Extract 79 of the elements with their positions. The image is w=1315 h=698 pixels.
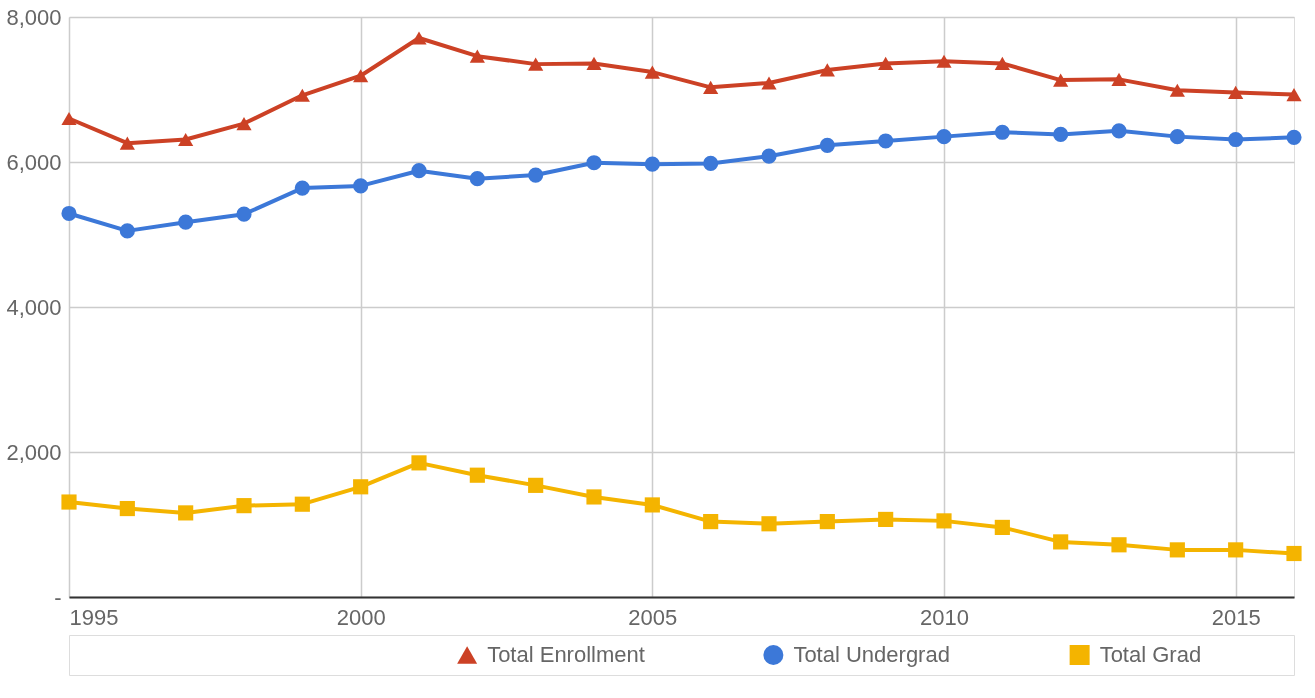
point	[1169, 129, 1185, 145]
point	[819, 137, 835, 153]
x-tick-label: 1995	[69, 604, 119, 630]
x-tick-label: 2000	[336, 604, 386, 630]
point	[469, 467, 485, 483]
y-tick-label: 8,000	[6, 4, 62, 30]
point	[119, 500, 135, 517]
point	[1053, 126, 1069, 143]
y-tick-label: 2,000	[6, 439, 62, 465]
point	[528, 167, 544, 183]
y-tick-label: -	[54, 584, 62, 610]
x-tick-label: 2010	[920, 604, 969, 630]
point	[1228, 542, 1244, 558]
point	[469, 49, 485, 63]
x-tick-label: 2005	[628, 604, 678, 630]
point	[236, 498, 252, 514]
point	[644, 497, 660, 513]
point	[819, 514, 835, 530]
point	[761, 516, 777, 532]
point	[1169, 542, 1185, 558]
point	[1111, 123, 1127, 139]
point	[236, 117, 252, 131]
point	[1053, 73, 1069, 87]
point	[411, 31, 427, 45]
point	[761, 148, 777, 164]
point	[644, 156, 660, 172]
point	[703, 155, 719, 172]
point	[644, 65, 660, 79]
point	[119, 136, 135, 150]
point	[469, 171, 485, 187]
point	[1053, 534, 1069, 550]
point	[353, 178, 369, 194]
point	[703, 80, 719, 94]
point	[703, 514, 719, 530]
point	[353, 479, 369, 495]
legend-label: Total Undergrad	[793, 642, 950, 667]
point	[1286, 88, 1302, 102]
point	[1228, 131, 1244, 148]
point	[236, 206, 252, 222]
point	[936, 513, 952, 529]
point	[178, 505, 194, 521]
point	[178, 214, 194, 230]
point	[819, 63, 835, 77]
point	[1111, 537, 1127, 553]
point	[353, 69, 369, 83]
x-tick-label: 2015	[1211, 604, 1261, 630]
point	[1286, 129, 1302, 145]
point	[528, 477, 544, 493]
point	[119, 223, 135, 239]
point	[1111, 72, 1127, 86]
legend-label: Total Enrollment	[487, 642, 645, 667]
point	[294, 180, 310, 196]
point	[178, 132, 194, 147]
point	[878, 56, 894, 70]
y-tick-label: 4,000	[6, 294, 62, 320]
point	[61, 111, 77, 126]
point	[878, 511, 894, 528]
point	[411, 455, 427, 471]
point	[936, 129, 952, 145]
point	[294, 496, 310, 512]
point	[994, 519, 1010, 535]
point	[936, 54, 952, 68]
point	[528, 57, 544, 71]
point	[994, 124, 1010, 140]
point	[586, 56, 602, 70]
point	[878, 133, 894, 149]
point	[61, 205, 77, 222]
legend-label: Total Grad	[1099, 642, 1202, 667]
point	[1228, 85, 1244, 99]
point	[1169, 83, 1185, 97]
point	[61, 494, 77, 510]
point	[994, 56, 1010, 70]
point	[1286, 545, 1302, 562]
point	[586, 155, 602, 171]
point	[294, 88, 310, 102]
point	[586, 489, 602, 505]
point	[761, 76, 777, 90]
y-tick-label: 6,000	[6, 149, 62, 175]
point	[411, 163, 427, 179]
